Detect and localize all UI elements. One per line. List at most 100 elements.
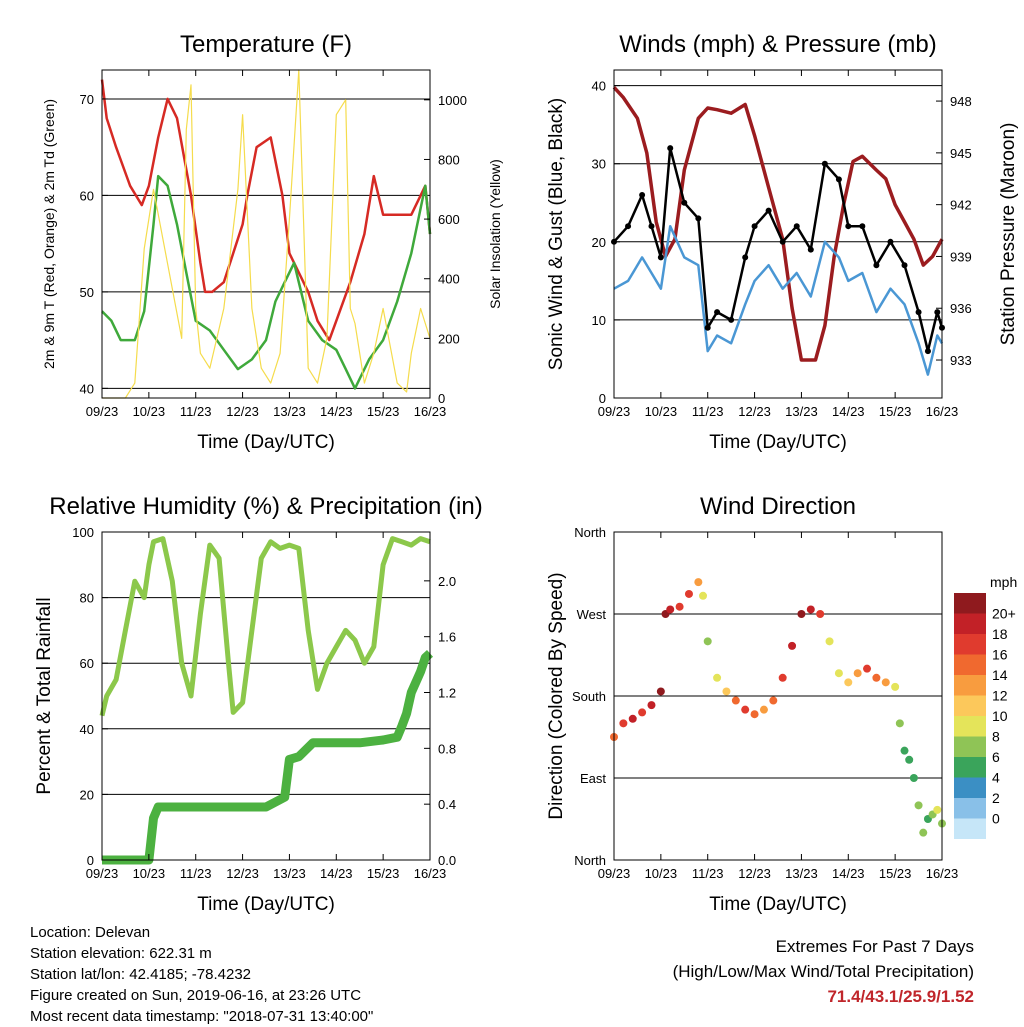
gust-point	[934, 309, 941, 316]
series-group-3	[610, 578, 946, 837]
y-tick-label: 80	[80, 591, 94, 606]
legend-swatch	[954, 777, 986, 798]
figure-created: Figure created on Sun, 2019-06-16, at 23…	[30, 987, 362, 1004]
x-tick-label: 11/23	[180, 866, 212, 881]
direction-point	[675, 602, 684, 611]
legend-swatch	[954, 736, 986, 757]
gust-point	[779, 238, 786, 245]
y2-tick-label: 0.4	[438, 797, 456, 812]
x-tick-label: 14/23	[320, 866, 353, 881]
direction-point	[881, 678, 890, 687]
direction-point	[759, 705, 768, 714]
y2-tick-label: 2.0	[438, 574, 456, 589]
x-tick-label: 12/23	[738, 866, 771, 881]
series-line	[613, 224, 944, 376]
y-axis-label: Direction (Colored By Speed)	[546, 572, 567, 819]
legend-label: 10	[992, 708, 1008, 724]
gust-point	[704, 324, 711, 331]
direction-point	[891, 682, 900, 691]
series-line	[102, 650, 433, 865]
y-tick-label: 10	[592, 313, 606, 328]
x-tick-label: 14/23	[832, 866, 865, 881]
gust-point	[657, 254, 664, 261]
x-tick-label: 16/23	[926, 866, 959, 881]
series-group-1	[611, 86, 945, 376]
x-tick-label: 09/23	[598, 404, 631, 419]
series-line	[99, 536, 431, 717]
direction-point	[694, 578, 703, 587]
x-tick-label: 09/23	[86, 404, 119, 419]
y2-tick-label: 0.0	[438, 853, 456, 868]
legend-label: 12	[992, 688, 1008, 704]
x-tick-label: 11/23	[692, 404, 724, 419]
chart-title: Wind Direction	[700, 493, 856, 520]
y-tick-label: 60	[80, 656, 94, 671]
x-tick-label: 14/23	[832, 404, 865, 419]
y2-axis-label: Solar Insolation (Yellow)	[487, 159, 503, 309]
station-location: Location: Delevan	[30, 924, 151, 941]
y2-tick-label: 200	[438, 331, 460, 346]
direction-point	[788, 641, 797, 650]
gust-point	[695, 215, 702, 222]
legend-label: 18	[992, 626, 1008, 642]
x-tick-label: 16/23	[414, 404, 447, 419]
x-axis-label: Time (Day/UTC)	[709, 894, 847, 915]
y2-tick-label: 1.2	[438, 686, 456, 701]
x-tick-label: 13/23	[273, 404, 306, 419]
gust-point	[681, 199, 688, 206]
legend-label: 6	[992, 749, 1000, 765]
x-axis-label: Time (Day/UTC)	[709, 432, 847, 453]
x-tick-label: 12/23	[738, 404, 771, 419]
x-axis-label: Time (Day/UTC)	[197, 432, 335, 453]
direction-point	[769, 696, 778, 705]
direction-point	[703, 637, 712, 646]
direction-point	[863, 664, 872, 673]
x-tick-label: 14/23	[320, 404, 353, 419]
chart-title: Relative Humidity (%) & Precipitation (i…	[49, 493, 482, 520]
y2-axis-label: Station Pressure (Maroon)	[998, 123, 1019, 346]
y-tick-label: 40	[80, 381, 94, 396]
x-tick-label: 09/23	[86, 866, 119, 881]
gust-point	[648, 223, 655, 230]
y2-tick-label: 0	[438, 391, 445, 406]
x-tick-label: 10/23	[645, 866, 678, 881]
direction-point	[722, 687, 731, 696]
y2-tick-label: 933	[950, 353, 972, 368]
direction-point	[900, 746, 909, 755]
gust-point	[625, 223, 632, 230]
direction-point	[933, 805, 942, 814]
gust-point	[667, 145, 674, 152]
y-tick-label: 70	[80, 92, 94, 107]
direction-point	[656, 687, 665, 696]
gust-point	[873, 262, 880, 269]
y2-tick-label: 0.8	[438, 741, 456, 756]
direction-point	[619, 719, 628, 728]
direction-point	[816, 610, 825, 618]
direction-point	[806, 605, 815, 614]
x-tick-label: 13/23	[785, 866, 818, 881]
x-tick-label: 16/23	[926, 404, 959, 419]
x-tick-label: 12/23	[226, 866, 259, 881]
plot-frame	[613, 69, 943, 399]
extremes-block: Extremes For Past 7 Days (High/Low/Max W…	[673, 934, 974, 1009]
gust-point	[807, 246, 814, 253]
y2-tick-label: 1000	[438, 93, 467, 108]
legend-label: 4	[992, 770, 1000, 786]
legend-label: 16	[992, 647, 1008, 663]
station-info: Location: Delevan Station elevation: 622…	[30, 922, 373, 1027]
y2-tick-label: 400	[438, 272, 460, 287]
direction-point	[905, 755, 914, 764]
y-axis-label: 2m & 9m T (Red, Orange) & 2m Td (Green)	[41, 99, 57, 369]
x-tick-label: 10/23	[133, 866, 166, 881]
x-tick-label: 16/23	[414, 866, 447, 881]
x-tick-label: 15/23	[367, 866, 400, 881]
legend-swatch	[954, 818, 986, 839]
plot-frame	[101, 531, 431, 861]
y-tick-label: South	[572, 689, 606, 704]
series-group-0	[100, 69, 432, 399]
extremes-title: Extremes For Past 7 Days	[775, 937, 974, 956]
direction-point	[684, 589, 693, 598]
gust-point	[859, 223, 866, 230]
gust-point	[765, 207, 772, 214]
